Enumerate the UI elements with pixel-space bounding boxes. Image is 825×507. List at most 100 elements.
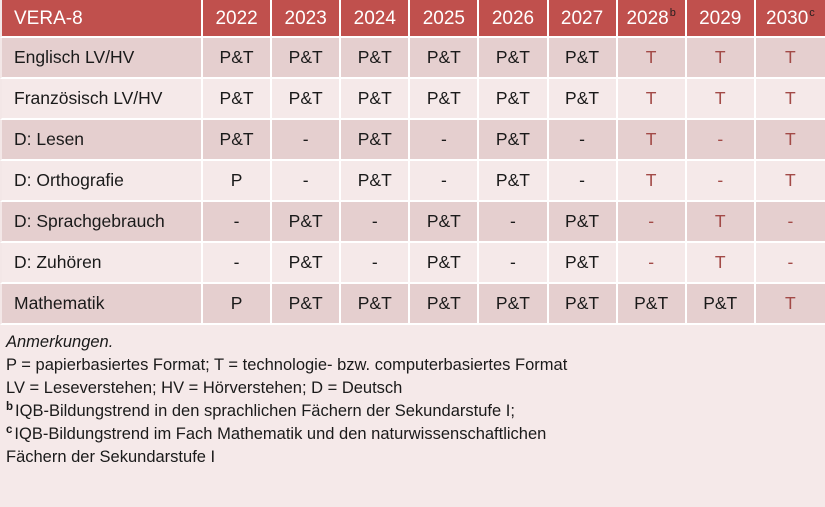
cell-2029: P&T <box>686 284 756 325</box>
column-header-year: 2022 <box>215 7 258 29</box>
cell-2027: P&T <box>548 79 618 120</box>
cell-2023: P&T <box>272 243 342 284</box>
column-header-2028: 2028b <box>617 0 687 38</box>
cell-2026: P&T <box>479 38 549 79</box>
notes-line: P = papierbasiertes Format; T = technolo… <box>6 354 825 377</box>
notes-line-text: LV = Leseverstehen; HV = Hörverstehen; D… <box>6 379 403 397</box>
cell-2025: P&T <box>410 79 480 120</box>
cell-2028: T <box>617 38 687 79</box>
table-row: Französisch LV/HV P&T P&T P&T P&T P&T P&T T T T <box>0 79 825 120</box>
row-label: D: Orthografie <box>0 161 204 202</box>
cell-2028: T <box>617 120 687 161</box>
cell-2023: - <box>272 161 342 202</box>
cell-2025: P&T <box>410 284 480 325</box>
cell-2030: T <box>755 284 825 325</box>
table-row: D: Zuhören - P&T - P&T - P&T - T - <box>0 243 825 284</box>
cell-2022: P <box>203 161 273 202</box>
cell-2028: - <box>617 243 687 284</box>
cell-2028: - <box>617 202 687 243</box>
cell-2029: T <box>686 202 756 243</box>
cell-2030: T <box>755 38 825 79</box>
table-row: Englisch LV/HV P&T P&T P&T P&T P&T P&T T T T <box>0 38 825 79</box>
column-header-2026: 2026 <box>479 0 549 38</box>
cell-2028: P&T <box>617 284 687 325</box>
column-header-year: 2030 <box>766 7 809 29</box>
column-header-year: 2029 <box>699 7 742 29</box>
cell-2024: P&T <box>341 161 411 202</box>
column-header-year: 2027 <box>560 7 604 29</box>
notes-heading: Anmerkungen. <box>6 333 114 351</box>
notes-line: b IQB-Bildungstrend in den sprachlichen F… <box>6 400 825 423</box>
cell-2026: - <box>479 243 549 284</box>
table-corner-title: VERA-8 <box>0 0 204 38</box>
cell-2029: - <box>686 120 756 161</box>
cell-2026: P&T <box>479 120 549 161</box>
cell-2028: T <box>617 161 687 202</box>
cell-2025: P&T <box>410 38 480 79</box>
cell-2022: P&T <box>203 120 273 161</box>
footnote-marker-b: b <box>669 7 676 20</box>
cell-2025: P&T <box>410 243 480 284</box>
row-label: Mathematik <box>0 284 204 325</box>
vera8-schedule-table: VERA-8 2022 2023 2024 2025 2026 2027 2028b 2029… <box>0 0 825 325</box>
cell-2025: - <box>410 161 480 202</box>
cell-2028: T <box>617 79 687 120</box>
cell-2024: P&T <box>341 284 411 325</box>
column-header-2022: 2022 <box>203 0 273 38</box>
cell-2027: P&T <box>548 243 618 284</box>
cell-2027: P&T <box>548 202 618 243</box>
notes-line: c IQB-Bildungstrend im Fach Mathematik un… <box>6 423 825 446</box>
column-header-2029: 2029 <box>686 0 756 38</box>
cell-2024: - <box>341 243 411 284</box>
cell-2027: - <box>548 161 618 202</box>
cell-2022: P&T <box>203 38 273 79</box>
cell-2024: - <box>341 202 411 243</box>
cell-2027: P&T <box>548 38 618 79</box>
column-header-2024: 2024 <box>341 0 411 38</box>
cell-2030: T <box>755 79 825 120</box>
table-row: Mathematik P P&T P&T P&T P&T P&T P&T P&T T <box>0 284 825 325</box>
cell-2023: P&T <box>272 79 342 120</box>
cell-2023: - <box>272 120 342 161</box>
column-header-year: 2024 <box>353 7 396 29</box>
cell-2030: - <box>755 243 825 284</box>
row-label: D: Zuhören <box>0 243 204 284</box>
notes-line: Fächern der Sekundarstufe I <box>6 446 825 469</box>
cell-2024: P&T <box>341 38 411 79</box>
cell-2026: P&T <box>479 284 549 325</box>
row-label: Französisch LV/HV <box>0 79 204 120</box>
cell-2029: T <box>686 38 756 79</box>
cell-2023: P&T <box>272 284 342 325</box>
table-row: D: Orthografie P - P&T - P&T - T - T <box>0 161 825 202</box>
cell-2022: P&T <box>203 79 273 120</box>
table-header: VERA-8 2022 2023 2024 2025 2026 2027 2028b 2029… <box>0 0 825 38</box>
column-header-year: 2025 <box>422 7 465 29</box>
cell-2022: - <box>203 202 273 243</box>
footnote-marker-c: c <box>6 423 13 436</box>
table-row: D: Sprachgebrauch - P&T - P&T - P&T - T - <box>0 202 825 243</box>
column-header-2030: 2030c <box>755 0 825 38</box>
notes-line-text: IQB-Bildungstrend im Fach Mathematik und… <box>14 425 547 443</box>
row-label: Englisch LV/HV <box>0 38 204 79</box>
column-header-year: 2028 <box>626 7 669 29</box>
cell-2030: T <box>755 120 825 161</box>
cell-2029: T <box>686 79 756 120</box>
table-body: Englisch LV/HV P&T P&T P&T P&T P&T P&T T T T Franz… <box>0 38 825 325</box>
cell-2025: P&T <box>410 202 480 243</box>
notes-line: LV = Leseverstehen; HV = Hörverstehen; D… <box>6 377 825 400</box>
notes-line-text: P = papierbasiertes Format; T = technolo… <box>6 356 568 374</box>
column-header-2027: 2027 <box>548 0 618 38</box>
cell-2023: P&T <box>272 202 342 243</box>
cell-2027: P&T <box>548 284 618 325</box>
column-header-year: 2023 <box>284 7 327 29</box>
cell-2024: P&T <box>341 79 411 120</box>
cell-2029: T <box>686 243 756 284</box>
cell-2023: P&T <box>272 38 342 79</box>
cell-2024: P&T <box>341 120 411 161</box>
row-label: D: Lesen <box>0 120 204 161</box>
cell-2026: P&T <box>479 161 549 202</box>
notes-line-text: IQB-Bildungstrend in den sprachlichen Fä… <box>15 402 515 420</box>
cell-2025: - <box>410 120 480 161</box>
cell-2030: T <box>755 161 825 202</box>
